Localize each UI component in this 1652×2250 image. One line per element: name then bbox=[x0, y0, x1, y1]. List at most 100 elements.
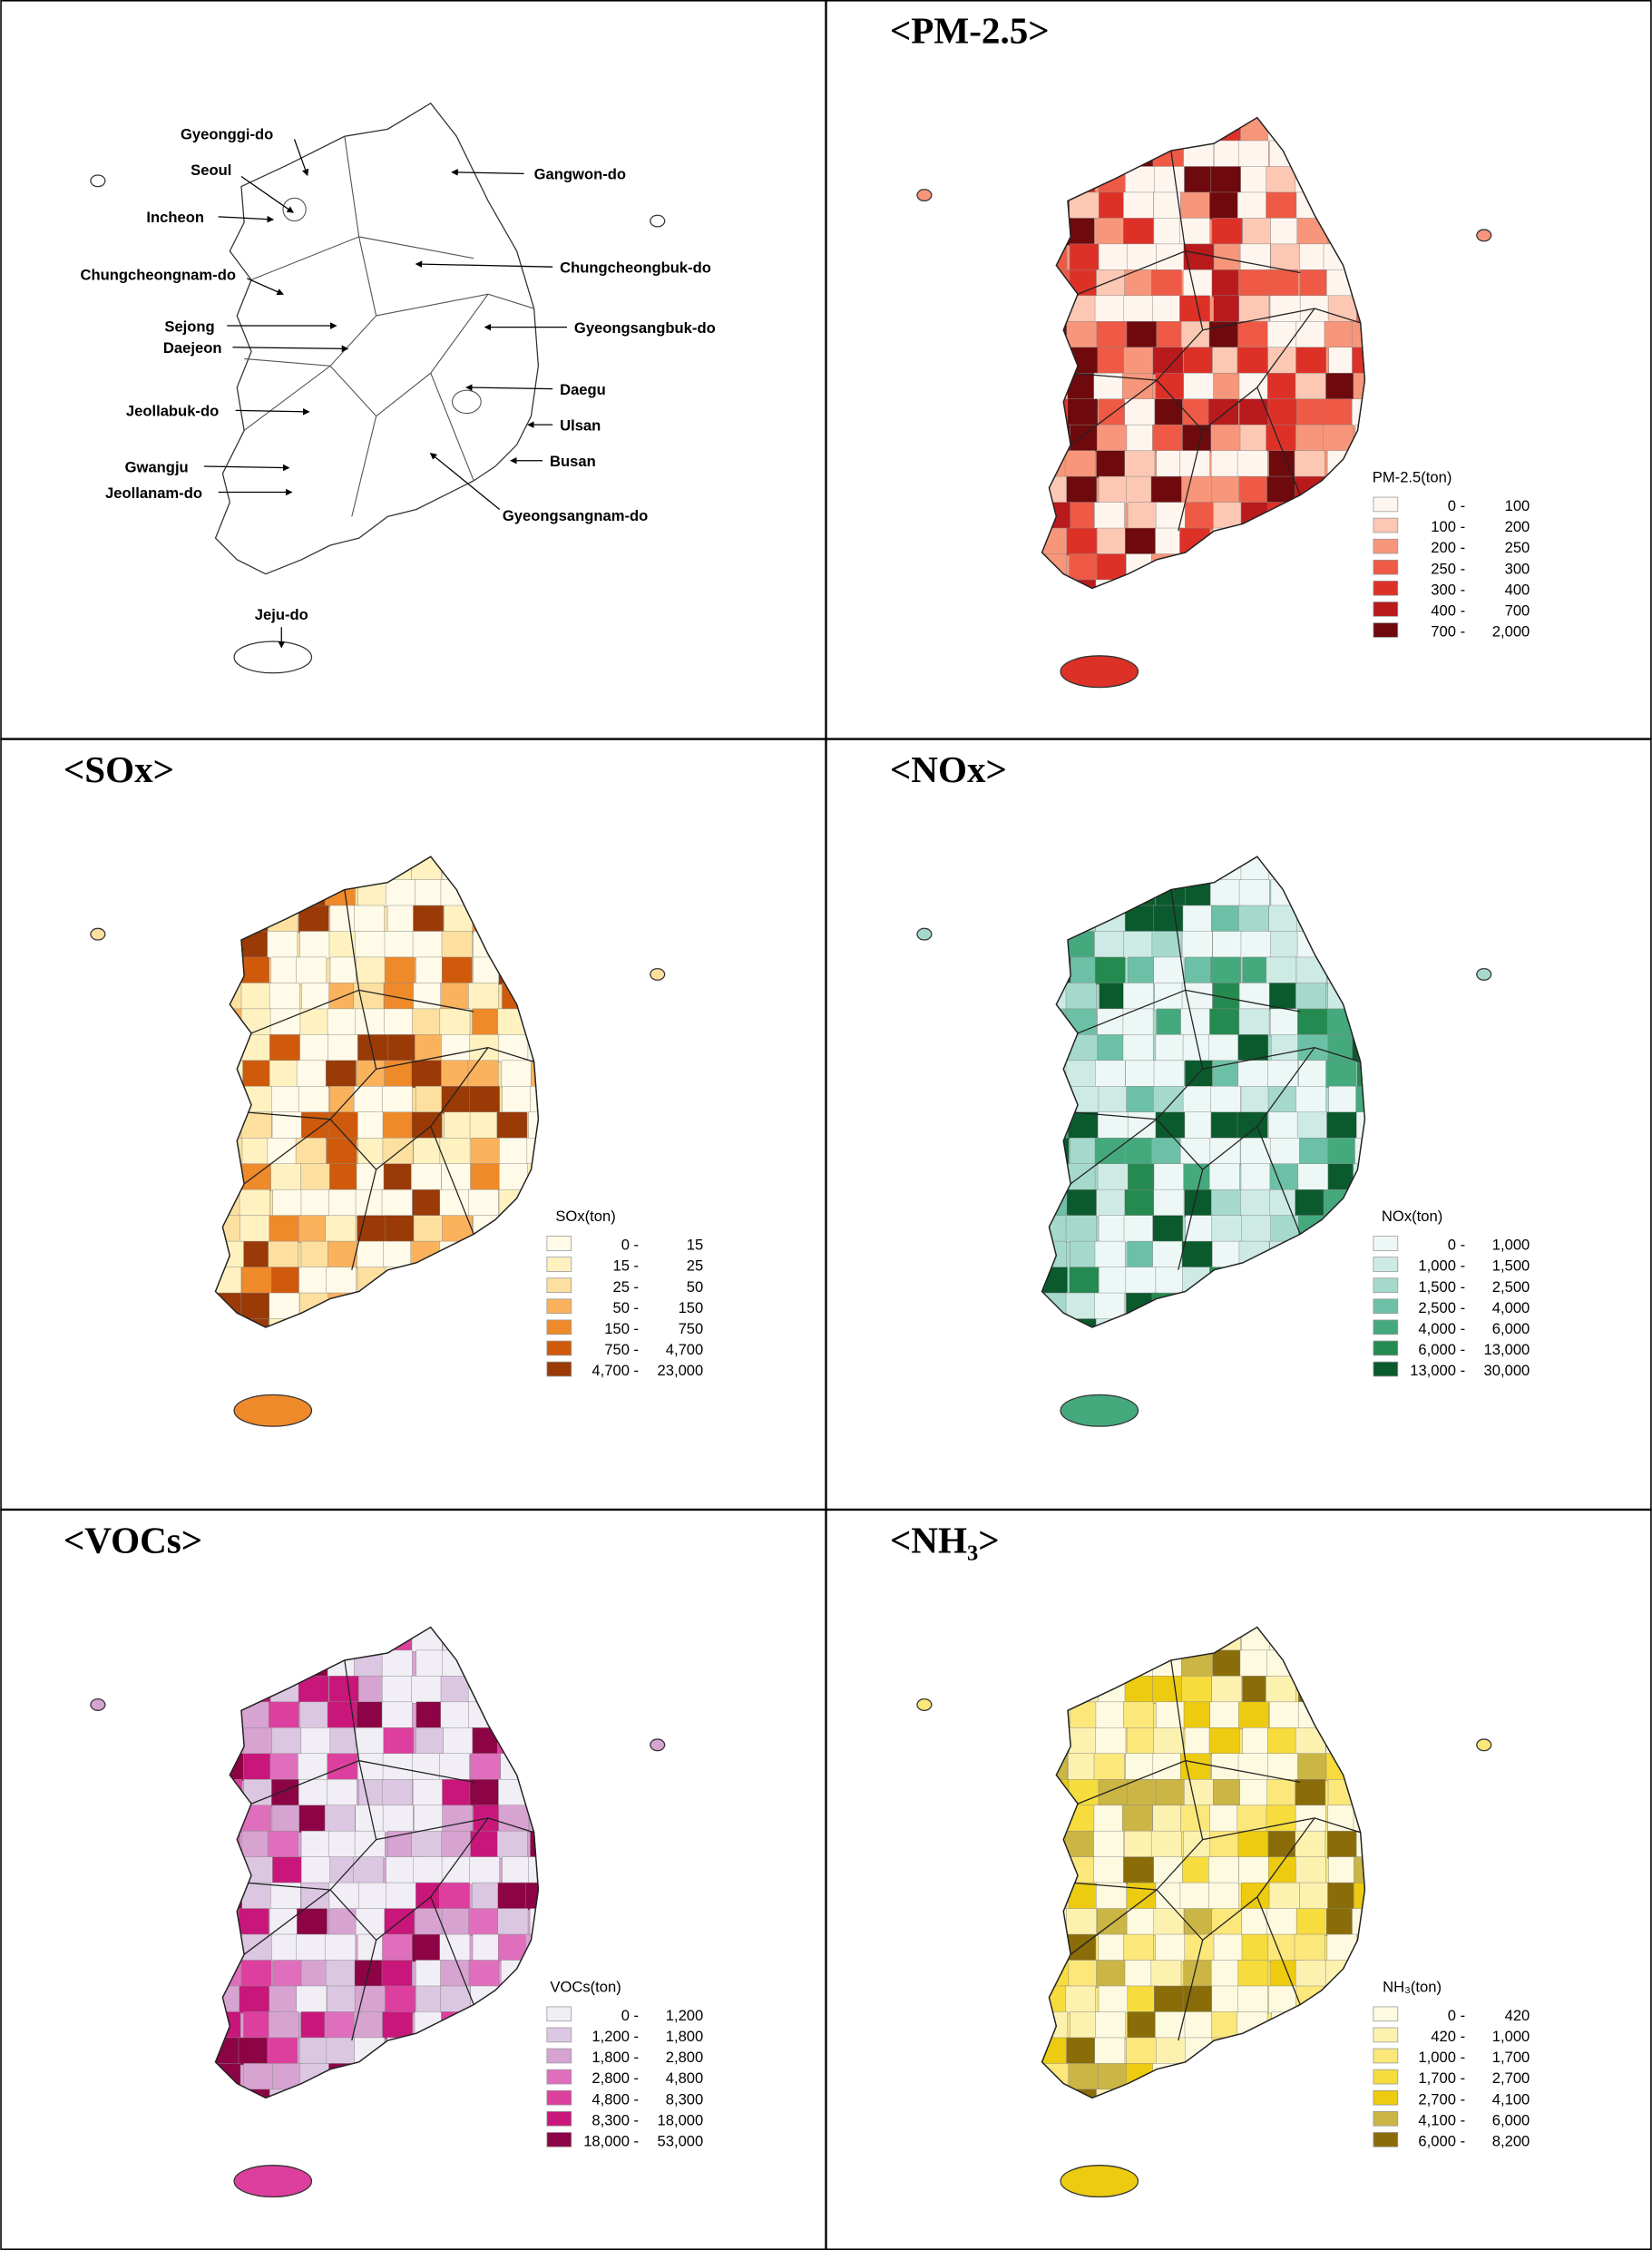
district bbox=[386, 2089, 417, 2098]
district bbox=[326, 1778, 357, 1807]
district bbox=[1094, 2037, 1126, 2066]
legend-from: 0 - bbox=[621, 1237, 639, 1254]
district bbox=[269, 1008, 301, 1037]
district bbox=[1041, 269, 1072, 298]
legend-from: 100 - bbox=[1431, 518, 1465, 535]
district bbox=[1066, 527, 1098, 556]
district bbox=[356, 956, 386, 985]
province-border bbox=[244, 236, 377, 367]
district bbox=[354, 1830, 386, 1859]
district bbox=[1297, 140, 1329, 169]
legend-to: 750 bbox=[679, 1320, 704, 1337]
legend-swatch bbox=[1373, 2110, 1399, 2127]
district bbox=[1267, 502, 1299, 530]
district bbox=[1041, 117, 1070, 142]
district bbox=[1184, 1933, 1216, 1962]
district bbox=[1041, 1856, 1069, 1884]
district bbox=[269, 1649, 300, 1678]
district bbox=[1239, 1778, 1271, 1807]
district bbox=[502, 879, 533, 907]
district bbox=[1356, 140, 1365, 169]
district bbox=[240, 879, 272, 907]
district bbox=[215, 1163, 245, 1191]
district bbox=[1098, 2063, 1129, 2091]
district bbox=[1240, 502, 1272, 530]
district bbox=[1267, 1830, 1299, 1859]
district bbox=[1267, 579, 1299, 589]
district bbox=[1123, 983, 1154, 1011]
province-border bbox=[1070, 1118, 1204, 1270]
district bbox=[1183, 372, 1215, 401]
district bbox=[1356, 983, 1365, 1011]
district bbox=[502, 1856, 533, 1884]
district bbox=[1295, 856, 1326, 882]
district bbox=[1238, 879, 1270, 907]
district bbox=[1209, 1701, 1241, 1730]
district bbox=[1326, 2037, 1358, 2066]
district bbox=[1270, 1215, 1302, 1243]
district bbox=[215, 1753, 244, 1782]
district bbox=[1326, 1933, 1358, 1962]
district bbox=[1325, 1060, 1357, 1089]
legend-from: 1,500 - bbox=[1418, 1278, 1465, 1296]
district bbox=[1240, 1318, 1272, 1328]
district bbox=[1326, 527, 1358, 556]
district bbox=[1128, 956, 1158, 985]
panel-title: <PM-2.5> bbox=[890, 9, 1050, 51]
district bbox=[1268, 983, 1300, 1011]
district bbox=[444, 905, 474, 934]
legend-swatch bbox=[546, 1340, 572, 1356]
district bbox=[500, 905, 532, 934]
district bbox=[1269, 1960, 1301, 1988]
district bbox=[1095, 856, 1126, 882]
district bbox=[240, 1960, 272, 1988]
district bbox=[215, 1008, 243, 1037]
district bbox=[243, 1778, 275, 1807]
district bbox=[1126, 243, 1158, 272]
district bbox=[1041, 1830, 1068, 1859]
district bbox=[238, 2037, 269, 2066]
district bbox=[1067, 398, 1099, 426]
district bbox=[1179, 218, 1210, 246]
legend-swatch bbox=[1373, 2089, 1399, 2106]
district bbox=[327, 1034, 358, 1062]
district bbox=[1212, 1060, 1243, 1089]
district bbox=[382, 1805, 414, 1833]
district bbox=[1184, 1189, 1216, 1218]
district bbox=[1041, 1701, 1068, 1730]
district bbox=[1182, 1086, 1214, 1114]
district bbox=[1180, 1008, 1211, 1037]
district bbox=[215, 1318, 245, 1328]
district bbox=[383, 1163, 415, 1191]
district bbox=[269, 1627, 300, 1652]
district bbox=[1237, 1830, 1269, 1859]
district bbox=[1325, 1240, 1356, 1269]
district bbox=[1155, 2011, 1186, 2040]
district bbox=[1093, 1830, 1125, 1859]
district bbox=[1126, 424, 1158, 453]
district bbox=[1327, 1805, 1359, 1833]
district bbox=[1209, 879, 1241, 907]
district bbox=[1295, 1292, 1326, 1321]
district bbox=[215, 1882, 246, 1911]
legend-swatch bbox=[1373, 1236, 1399, 1251]
district bbox=[1180, 321, 1212, 349]
arrow bbox=[235, 408, 310, 416]
district bbox=[501, 2089, 533, 2098]
district bbox=[298, 1805, 330, 1833]
district bbox=[355, 1727, 386, 1756]
district bbox=[1150, 475, 1182, 504]
district bbox=[1065, 1985, 1096, 2014]
district bbox=[1123, 1701, 1154, 1730]
district bbox=[1323, 1985, 1354, 2014]
district bbox=[1065, 983, 1097, 1011]
district bbox=[1064, 1830, 1096, 1859]
district bbox=[1125, 1318, 1156, 1328]
district bbox=[440, 2089, 472, 2098]
district bbox=[415, 1727, 447, 1756]
district bbox=[240, 983, 272, 1011]
district bbox=[354, 2089, 386, 2098]
district bbox=[1041, 905, 1067, 934]
district bbox=[415, 2089, 446, 2098]
district bbox=[382, 1111, 414, 1140]
